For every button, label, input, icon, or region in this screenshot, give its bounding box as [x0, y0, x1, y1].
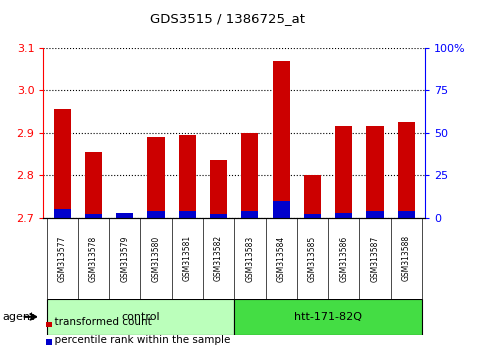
Bar — [304, 214, 321, 218]
Bar — [210, 160, 227, 218]
Bar — [304, 175, 321, 218]
Text: GSM313581: GSM313581 — [183, 235, 192, 281]
Text: GSM313583: GSM313583 — [245, 235, 255, 281]
Bar — [54, 109, 71, 218]
Bar — [335, 126, 352, 218]
Text: htt-171-82Q: htt-171-82Q — [294, 312, 362, 322]
Bar — [179, 135, 196, 218]
Bar — [85, 152, 102, 218]
Text: GSM313577: GSM313577 — [58, 235, 67, 282]
Bar — [147, 137, 165, 218]
Bar — [367, 211, 384, 218]
Text: GSM313586: GSM313586 — [339, 235, 348, 281]
Text: GSM313578: GSM313578 — [89, 235, 98, 281]
Bar — [398, 211, 415, 218]
Text: GSM313585: GSM313585 — [308, 235, 317, 281]
Bar — [272, 201, 290, 218]
Text: GSM313588: GSM313588 — [402, 235, 411, 281]
Bar — [116, 213, 133, 218]
Text: GSM313587: GSM313587 — [370, 235, 380, 281]
Bar — [54, 209, 71, 218]
Text: GSM313584: GSM313584 — [277, 235, 285, 281]
Text: control: control — [121, 312, 160, 322]
Bar — [398, 122, 415, 218]
Bar — [46, 339, 52, 345]
Bar — [179, 211, 196, 218]
Bar — [367, 126, 384, 218]
Bar — [242, 211, 258, 218]
Text: GDS3515 / 1386725_at: GDS3515 / 1386725_at — [150, 12, 304, 25]
Text: GSM313582: GSM313582 — [214, 235, 223, 281]
Bar — [272, 61, 290, 218]
Bar — [234, 299, 422, 335]
Bar — [242, 133, 258, 218]
Text: agent: agent — [2, 312, 35, 322]
Text: GSM313579: GSM313579 — [120, 235, 129, 282]
Bar — [116, 213, 133, 218]
Bar — [147, 211, 165, 218]
Bar — [335, 213, 352, 218]
Bar — [46, 299, 234, 335]
Bar — [210, 214, 227, 218]
Text: percentile rank within the sample: percentile rank within the sample — [48, 335, 231, 345]
Text: GSM313580: GSM313580 — [152, 235, 160, 281]
Text: transformed count: transformed count — [48, 318, 152, 327]
Bar — [46, 322, 52, 327]
Bar — [85, 214, 102, 218]
